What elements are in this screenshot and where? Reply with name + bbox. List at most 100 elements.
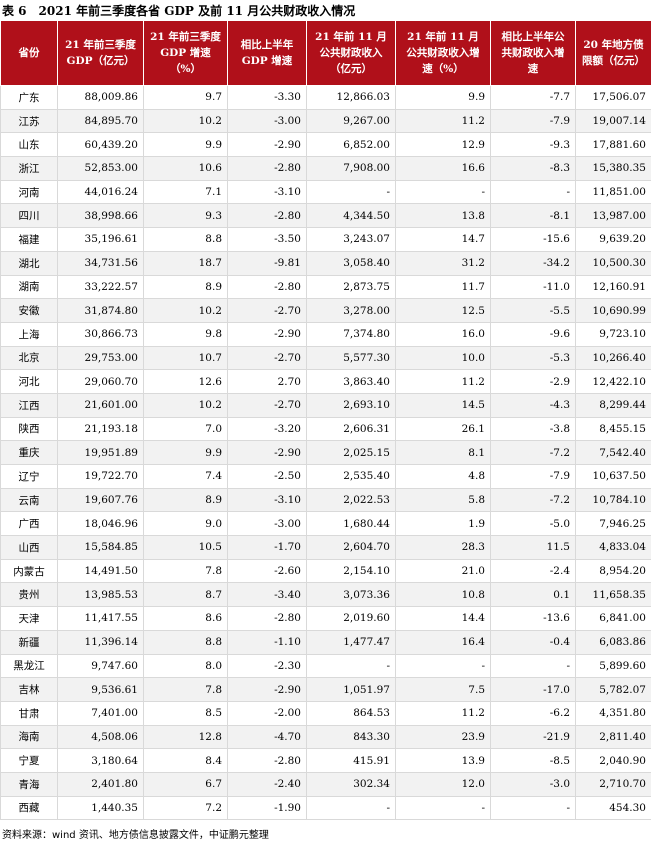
value-cell: - bbox=[395, 795, 491, 821]
value-cell: -2.90 bbox=[227, 440, 307, 465]
value-cell: 15,380.35 bbox=[575, 156, 651, 181]
value-cell: 1.9 bbox=[395, 511, 491, 537]
value-cell: 2,693.10 bbox=[306, 392, 396, 418]
value-cell: -2.80 bbox=[227, 748, 307, 773]
value-cell: 12.0 bbox=[395, 771, 491, 797]
value-cell: -2.00 bbox=[227, 700, 307, 726]
value-cell: 1,051.97 bbox=[306, 677, 396, 702]
value-cell: 14.4 bbox=[395, 606, 491, 631]
value-cell: -2.90 bbox=[227, 132, 307, 158]
value-cell: 10.7 bbox=[143, 345, 228, 371]
header-cell: 20 年地方债限额（亿元） bbox=[575, 20, 651, 86]
value-cell: 11.2 bbox=[395, 700, 491, 726]
value-cell: 9.9 bbox=[395, 85, 491, 110]
table-row: 江西 21,601.00 10.2 -2.70 2,693.10 14.5 -4.3 8,29… bbox=[0, 392, 651, 418]
value-cell: 21.0 bbox=[395, 558, 491, 584]
province-cell: 北京 bbox=[0, 345, 58, 371]
province-cell: 内蒙古 bbox=[0, 558, 58, 584]
value-cell: -2.90 bbox=[227, 321, 307, 347]
value-cell: 12.6 bbox=[143, 369, 228, 394]
value-cell: 5,899.60 bbox=[575, 653, 651, 679]
province-cell: 河北 bbox=[0, 369, 58, 394]
value-cell: 16.6 bbox=[395, 156, 491, 181]
value-cell: 5,782.07 bbox=[575, 677, 651, 702]
header-row: 省份 21 年前三季度 GDP（亿元） 21 年前三季度 GDP 增速（%） 相比上半… bbox=[0, 20, 651, 86]
value-cell: 28.3 bbox=[395, 535, 491, 560]
province-cell: 浙江 bbox=[0, 156, 58, 181]
value-cell: -9.81 bbox=[227, 250, 307, 276]
table-body: 广东 88,009.86 9.7 -3.30 12,866.03 9.9 -7.7 17,50… bbox=[0, 85, 651, 821]
table-row: 广西 18,046.96 9.0 -3.00 1,680.44 1.9 -5.0 7,946.… bbox=[0, 511, 651, 537]
value-cell: 5,577.30 bbox=[306, 345, 396, 371]
province-cell: 贵州 bbox=[0, 582, 58, 608]
table-row: 湖南 33,222.57 8.9 -2.80 2,873.75 11.7 -11.0 12,1… bbox=[0, 274, 651, 300]
value-cell: 44,016.24 bbox=[57, 179, 144, 205]
province-cell: 海南 bbox=[0, 724, 58, 750]
value-cell: 60,439.20 bbox=[57, 132, 144, 158]
source-note: 资料来源：wind 资讯、地方债信息披露文件，中证鹏元整理 bbox=[2, 830, 269, 841]
value-cell: 302.34 bbox=[306, 771, 396, 797]
value-cell: -4.3 bbox=[490, 392, 576, 418]
value-cell: 10,266.40 bbox=[575, 345, 651, 371]
value-cell: 21,193.18 bbox=[57, 416, 144, 442]
value-cell: 2,025.15 bbox=[306, 440, 396, 465]
table-row: 甘肃 7,401.00 8.5 -2.00 864.53 11.2 -6.2 4,351.80 bbox=[0, 700, 651, 726]
value-cell: 19,007.14 bbox=[575, 108, 651, 134]
value-cell: 7,374.80 bbox=[306, 321, 396, 347]
value-cell: 4.8 bbox=[395, 464, 491, 489]
value-cell: 12.8 bbox=[143, 724, 228, 750]
value-cell: -3.10 bbox=[227, 179, 307, 205]
value-cell: 19,722.70 bbox=[57, 464, 144, 489]
value-cell: 8,954.20 bbox=[575, 558, 651, 584]
table-row: 山西 15,584.85 10.5 -1.70 2,604.70 28.3 11.5 4,83… bbox=[0, 535, 651, 560]
value-cell: 6,841.00 bbox=[575, 606, 651, 631]
value-cell: 454.30 bbox=[575, 795, 651, 821]
value-cell: -1.10 bbox=[227, 629, 307, 655]
value-cell: -9.3 bbox=[490, 132, 576, 158]
value-cell: -2.80 bbox=[227, 156, 307, 181]
value-cell: 15,584.85 bbox=[57, 535, 144, 560]
province-cell: 河南 bbox=[0, 179, 58, 205]
province-cell: 宁夏 bbox=[0, 748, 58, 773]
table-row: 江苏 84,895.70 10.2 -3.00 9,267.00 11.2 -7.9 19,0… bbox=[0, 108, 651, 134]
value-cell: 12,866.03 bbox=[306, 85, 396, 110]
value-cell: 23.9 bbox=[395, 724, 491, 750]
value-cell: 9,639.20 bbox=[575, 227, 651, 252]
value-cell: 8.6 bbox=[143, 606, 228, 631]
province-cell: 天津 bbox=[0, 606, 58, 631]
header-cell: 21 年前 11 月公共财政收入增速（%） bbox=[395, 20, 491, 86]
value-cell: 19,607.76 bbox=[57, 487, 144, 513]
value-cell: 14.5 bbox=[395, 392, 491, 418]
table-row: 重庆 19,951.89 9.9 -2.90 2,025.15 8.1 -7.2 7,542.… bbox=[0, 440, 651, 465]
value-cell: - bbox=[490, 795, 576, 821]
value-cell: 7.8 bbox=[143, 677, 228, 702]
value-cell: -0.4 bbox=[490, 629, 576, 655]
value-cell: -11.0 bbox=[490, 274, 576, 300]
table-row: 广东 88,009.86 9.7 -3.30 12,866.03 9.9 -7.7 17,50… bbox=[0, 85, 651, 110]
value-cell: - bbox=[395, 179, 491, 205]
value-cell: 88,009.86 bbox=[57, 85, 144, 110]
value-cell: - bbox=[306, 653, 396, 679]
value-cell: 3,863.40 bbox=[306, 369, 396, 394]
value-cell: 10,784.10 bbox=[575, 487, 651, 513]
value-cell: 26.1 bbox=[395, 416, 491, 442]
value-cell: - bbox=[490, 653, 576, 679]
value-cell: 10.0 bbox=[395, 345, 491, 371]
value-cell: 3,278.00 bbox=[306, 298, 396, 323]
value-cell: 35,196.61 bbox=[57, 227, 144, 252]
value-cell: 30,866.73 bbox=[57, 321, 144, 347]
value-cell: 12.5 bbox=[395, 298, 491, 323]
province-cell: 重庆 bbox=[0, 440, 58, 465]
value-cell: 8.7 bbox=[143, 582, 228, 608]
province-cell: 辽宁 bbox=[0, 464, 58, 489]
value-cell: 10,690.99 bbox=[575, 298, 651, 323]
header-cell: 21 年前三季度 GDP（亿元） bbox=[57, 20, 144, 86]
value-cell: 10.8 bbox=[395, 582, 491, 608]
province-cell: 江西 bbox=[0, 392, 58, 418]
value-cell: - bbox=[490, 179, 576, 205]
value-cell: -34.2 bbox=[490, 250, 576, 276]
province-cell: 四川 bbox=[0, 203, 58, 229]
value-cell: 11,658.35 bbox=[575, 582, 651, 608]
table-row: 吉林 9,536.61 7.8 -2.90 1,051.97 7.5 -17.0 5,782.… bbox=[0, 677, 651, 702]
value-cell: 13,985.53 bbox=[57, 582, 144, 608]
